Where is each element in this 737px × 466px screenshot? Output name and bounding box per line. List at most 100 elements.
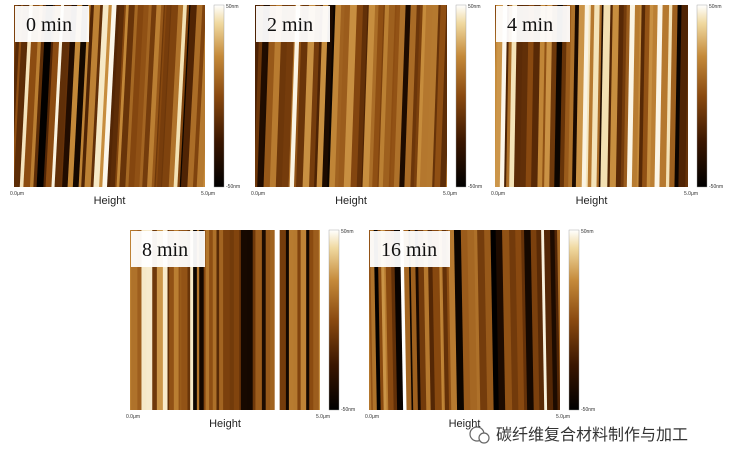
fiber-stripe [255, 5, 261, 187]
fiber-stripe [520, 230, 528, 410]
x-start: 0.0μm [10, 191, 24, 197]
fiber-stripe [29, 5, 44, 187]
x-end: 5.0μm [316, 414, 330, 420]
fiber-stripe [544, 5, 554, 187]
fiber-stripe [130, 230, 132, 410]
fiber-stripe [372, 5, 385, 187]
fiber-stripe [410, 230, 419, 410]
fiber-stripe [209, 230, 214, 410]
fiber-stripe [192, 5, 205, 187]
fiber-stripe [334, 5, 346, 187]
fiber-stripe [54, 5, 71, 187]
fiber-stripe [300, 230, 307, 410]
color-bar [213, 4, 225, 188]
fiber-stripe [45, 5, 62, 187]
fiber-stripe [293, 5, 303, 187]
fiber-stripe [99, 5, 113, 187]
fiber-stripe [247, 230, 254, 410]
fiber-stripe [554, 5, 564, 187]
color-bar [568, 229, 580, 411]
fiber-stripe [289, 5, 301, 187]
fiber-stripe [542, 5, 548, 187]
label-box [131, 231, 205, 267]
fiber-stripe [404, 5, 418, 187]
fiber-stripe [255, 230, 263, 410]
fiber-stripe [146, 230, 153, 410]
fiber-stripe [147, 5, 162, 187]
scale-max: 50nm [709, 4, 722, 10]
fiber-stripe [162, 5, 179, 187]
fiber-stripe [368, 5, 380, 187]
fiber-stripe [309, 5, 321, 187]
fiber-stripe [665, 5, 673, 187]
fiber-stripe [343, 5, 358, 187]
fiber-stripe [190, 230, 194, 410]
fiber-stripe [233, 230, 240, 410]
fiber-stripe [399, 5, 412, 187]
fiber-stripe [244, 5, 255, 187]
fiber-stripe [111, 230, 117, 410]
fiber-stripe [169, 230, 175, 410]
scale-min: -50nm [709, 184, 723, 190]
fiber-stripe [62, 5, 78, 187]
fiber-stripe [14, 5, 22, 187]
fiber-stripe [554, 230, 560, 410]
fiber-stripe [152, 230, 158, 410]
x-end: 5.0μm [443, 191, 457, 197]
x-end: 5.0μm [684, 191, 698, 197]
fiber-stripe [669, 5, 679, 187]
fiber-stripe [252, 230, 257, 410]
fiber-stripe [654, 5, 664, 187]
afm-image [0, 5, 205, 187]
fiber-stripe [203, 230, 207, 410]
fiber-stripe [19, 5, 34, 187]
fiber-stripe [309, 230, 314, 410]
fiber-stripe [72, 5, 89, 187]
fiber-stripe [281, 5, 296, 187]
fiber-stripe [219, 230, 224, 410]
panel-label: 8 min [142, 239, 188, 261]
fiber-stripe [474, 5, 483, 187]
fiber-stripe [239, 230, 242, 410]
fiber-stripe [393, 5, 407, 187]
fiber-stripe [362, 5, 376, 187]
fiber-stripe [119, 5, 136, 187]
fiber-stripe [178, 230, 181, 410]
afm-panel: 8 min 50nm -50nm 0.0μm 5.0μm Height [111, 229, 355, 430]
fiber-stripe [642, 5, 651, 187]
fiber-stripe [416, 5, 427, 187]
fiber-stripe [118, 230, 126, 410]
label-box [370, 231, 450, 267]
panel-label: 0 min [26, 14, 72, 36]
fiber-stripe [181, 230, 189, 410]
fiber-stripe [285, 230, 290, 410]
fiber-stripe [338, 5, 351, 187]
fiber-stripe [196, 5, 205, 187]
fiber-stripe [14, 5, 29, 187]
fiber-stripe [162, 230, 169, 410]
fiber-stripe [378, 5, 390, 187]
fiber-stripe [419, 5, 434, 187]
fiber-stripe [116, 5, 130, 187]
fiber-stripe [550, 230, 559, 410]
fiber-stripe [0, 5, 9, 187]
fiber-stripe [479, 5, 489, 187]
afm-panel: 0 min 50nm -50nm 0.0μm 5.0μm Height [0, 4, 240, 207]
x-start: 0.0μm [251, 191, 265, 197]
fiber-stripe [232, 5, 240, 187]
fiber-stripe [620, 5, 628, 187]
watermark-icon [478, 432, 490, 444]
scale-max: 50nm [341, 229, 354, 235]
fiber-stripe [638, 5, 646, 187]
panel-label: 4 min [507, 14, 553, 36]
color-bar [328, 229, 340, 411]
fiber-stripe [350, 5, 364, 187]
fiber-stripe [180, 5, 198, 187]
fiber-stripe [313, 230, 320, 410]
fiber-stripe [177, 5, 190, 187]
fiber-stripe [128, 5, 145, 187]
fiber-stripe [385, 230, 395, 410]
fiber-stripe [410, 5, 421, 187]
fiber-stripe [432, 5, 442, 187]
